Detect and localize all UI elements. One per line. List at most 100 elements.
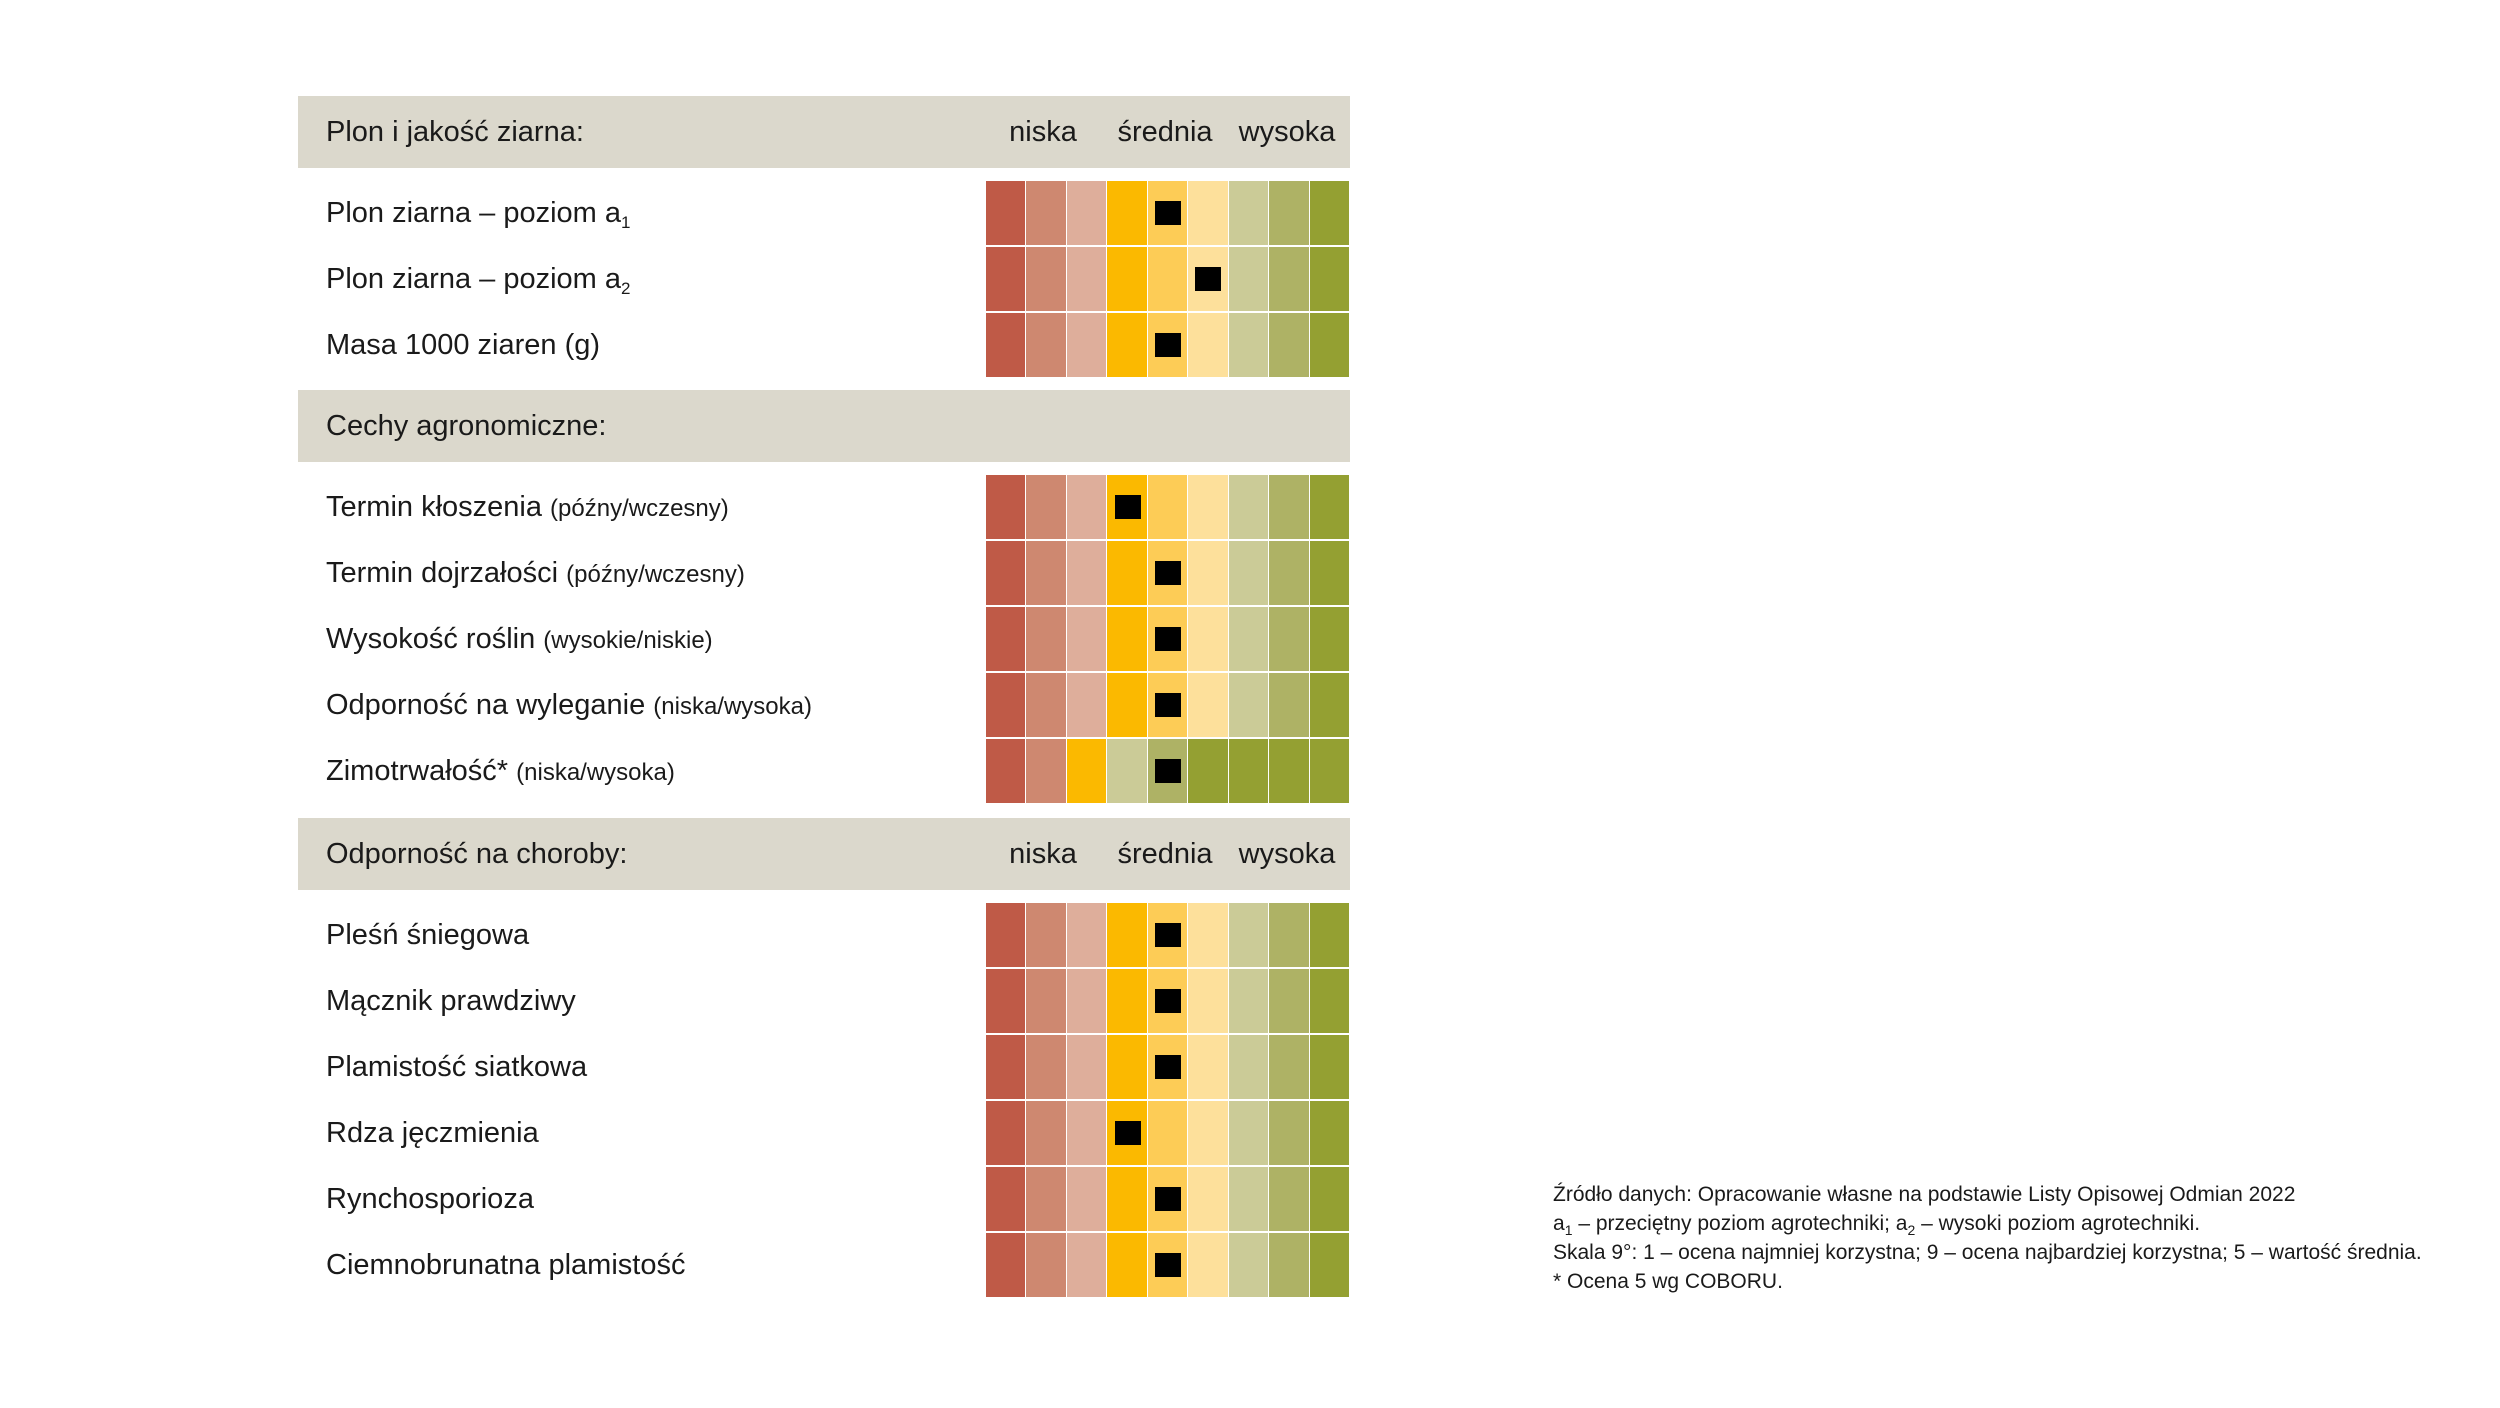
scale-cell — [1188, 1233, 1229, 1297]
row-label-text: Wysokość roślin — [326, 623, 536, 655]
scale-cell — [1066, 607, 1108, 671]
rating-marker — [1155, 989, 1181, 1013]
scale-cell — [1228, 739, 1270, 803]
section-header: Plon i jakość ziarna: niska średnia wysoka — [298, 96, 1350, 168]
scale-cell — [1107, 607, 1148, 671]
row-label: Plon ziarna – poziom a2 — [326, 247, 630, 311]
row-label-text: Odporność na wyleganie — [326, 689, 646, 721]
scale-cell — [1269, 673, 1310, 737]
row-label-text: Plon ziarna – poziom a — [326, 197, 621, 229]
rating-bar — [986, 1101, 1350, 1165]
row-label-text: Mącznik prawdziwy — [326, 985, 576, 1017]
scale-cell — [1188, 739, 1229, 803]
scale-cell — [1228, 607, 1270, 671]
rating-marker — [1155, 1187, 1181, 1211]
scale-cell — [1107, 1233, 1148, 1297]
scale-cell — [1269, 1035, 1310, 1099]
scale-cell — [986, 739, 1027, 803]
source-notes: Źródło danych: Opracowanie własne na pod… — [1553, 1180, 2493, 1296]
scale-cell — [1107, 313, 1148, 377]
scale-cell — [1269, 313, 1310, 377]
scale-cell — [986, 1233, 1027, 1297]
rating-bar — [986, 1035, 1350, 1099]
row-label-subscript: 1 — [621, 213, 631, 232]
rating-bar — [986, 181, 1350, 245]
section-header: Cechy agronomiczne: — [298, 390, 1350, 462]
scale-cell — [986, 607, 1027, 671]
scale-cell — [1309, 1167, 1350, 1231]
scale-cell — [1066, 313, 1108, 377]
rating-bar — [986, 475, 1350, 539]
rating-marker — [1155, 1055, 1181, 1079]
rating-marker — [1155, 923, 1181, 947]
scale-cell — [1026, 247, 1067, 311]
scale-label: niska — [1009, 116, 1077, 148]
scale-cell — [1107, 247, 1148, 311]
scale-cell — [1066, 1101, 1108, 1165]
coboru-note: * Ocena 5 wg COBORU. — [1553, 1270, 1783, 1293]
rating-bar — [986, 969, 1350, 1033]
scale-cell — [1309, 739, 1350, 803]
scale-cell — [1107, 903, 1148, 967]
row-label: Zimotrwałość* (niska/wysoka) — [326, 739, 675, 803]
scale-cell — [986, 1035, 1027, 1099]
scale-cell — [1066, 475, 1108, 539]
scale-cell — [1269, 969, 1310, 1033]
rating-bar — [986, 673, 1350, 737]
scale-cell — [1188, 903, 1229, 967]
scale-cell — [1188, 969, 1229, 1033]
scale-cell — [1107, 969, 1148, 1033]
rating-bar — [986, 903, 1350, 967]
row-label: Termin dojrzałości (późny/wczesny) — [326, 541, 745, 605]
scale-cell — [986, 969, 1027, 1033]
scale-cell — [1228, 1167, 1270, 1231]
scale-cell — [1066, 181, 1108, 245]
scale-cell — [1228, 181, 1270, 245]
rating-marker — [1155, 561, 1181, 585]
scale-cell — [986, 475, 1027, 539]
scale-cell — [1026, 607, 1067, 671]
scale-cell — [1228, 1035, 1270, 1099]
row-label: Plon ziarna – poziom a1 — [326, 181, 630, 245]
scale-cell — [1228, 313, 1270, 377]
row-label-text: Ciemnobrunatna plamistość — [326, 1249, 686, 1281]
scale-cell — [1228, 475, 1270, 539]
scale-cell — [1309, 673, 1350, 737]
row-label: Rynchosporioza — [326, 1167, 534, 1231]
scale-cell — [1026, 739, 1067, 803]
row-label-note: (późny/wczesny) — [566, 561, 745, 588]
row-label: Termin kłoszenia (późny/wczesny) — [326, 475, 729, 539]
scale-cell — [1066, 673, 1108, 737]
row-label-text: Masa 1000 ziaren (g) — [326, 329, 601, 361]
scale-cell — [986, 247, 1027, 311]
row-label-text: Termin kłoszenia — [326, 491, 542, 523]
scale-cell — [1188, 475, 1229, 539]
scale-cell — [1026, 1167, 1067, 1231]
scale-cell — [1188, 607, 1229, 671]
scale-cell — [1309, 475, 1350, 539]
scale-cell — [1107, 1167, 1148, 1231]
scale-cell — [1066, 739, 1108, 803]
scale-label: wysoka — [1238, 116, 1336, 148]
row-label-text: Termin dojrzałości — [326, 557, 559, 589]
scale-cell — [1309, 541, 1350, 605]
rating-bar — [986, 247, 1350, 311]
row-label: Mącznik prawdziwy — [326, 969, 576, 1033]
source-note: Źródło danych: Opracowanie własne na pod… — [1553, 1183, 2296, 1206]
scale-cell — [1309, 247, 1350, 311]
row-label: Masa 1000 ziaren (g) — [326, 313, 600, 377]
scale-cell — [1188, 313, 1229, 377]
scale-cell — [1107, 181, 1148, 245]
scale-cell — [1309, 1035, 1350, 1099]
scale-cell — [1309, 607, 1350, 671]
scale-cell — [1228, 1101, 1270, 1165]
scale-cell — [1107, 541, 1148, 605]
rating-marker — [1155, 333, 1181, 357]
scale-cell — [1269, 1167, 1310, 1231]
scale-cell — [986, 903, 1027, 967]
scale-cell — [1228, 1233, 1270, 1297]
scale-cell — [1188, 1035, 1229, 1099]
scale-cell — [1026, 313, 1067, 377]
rating-bar — [986, 1167, 1350, 1231]
